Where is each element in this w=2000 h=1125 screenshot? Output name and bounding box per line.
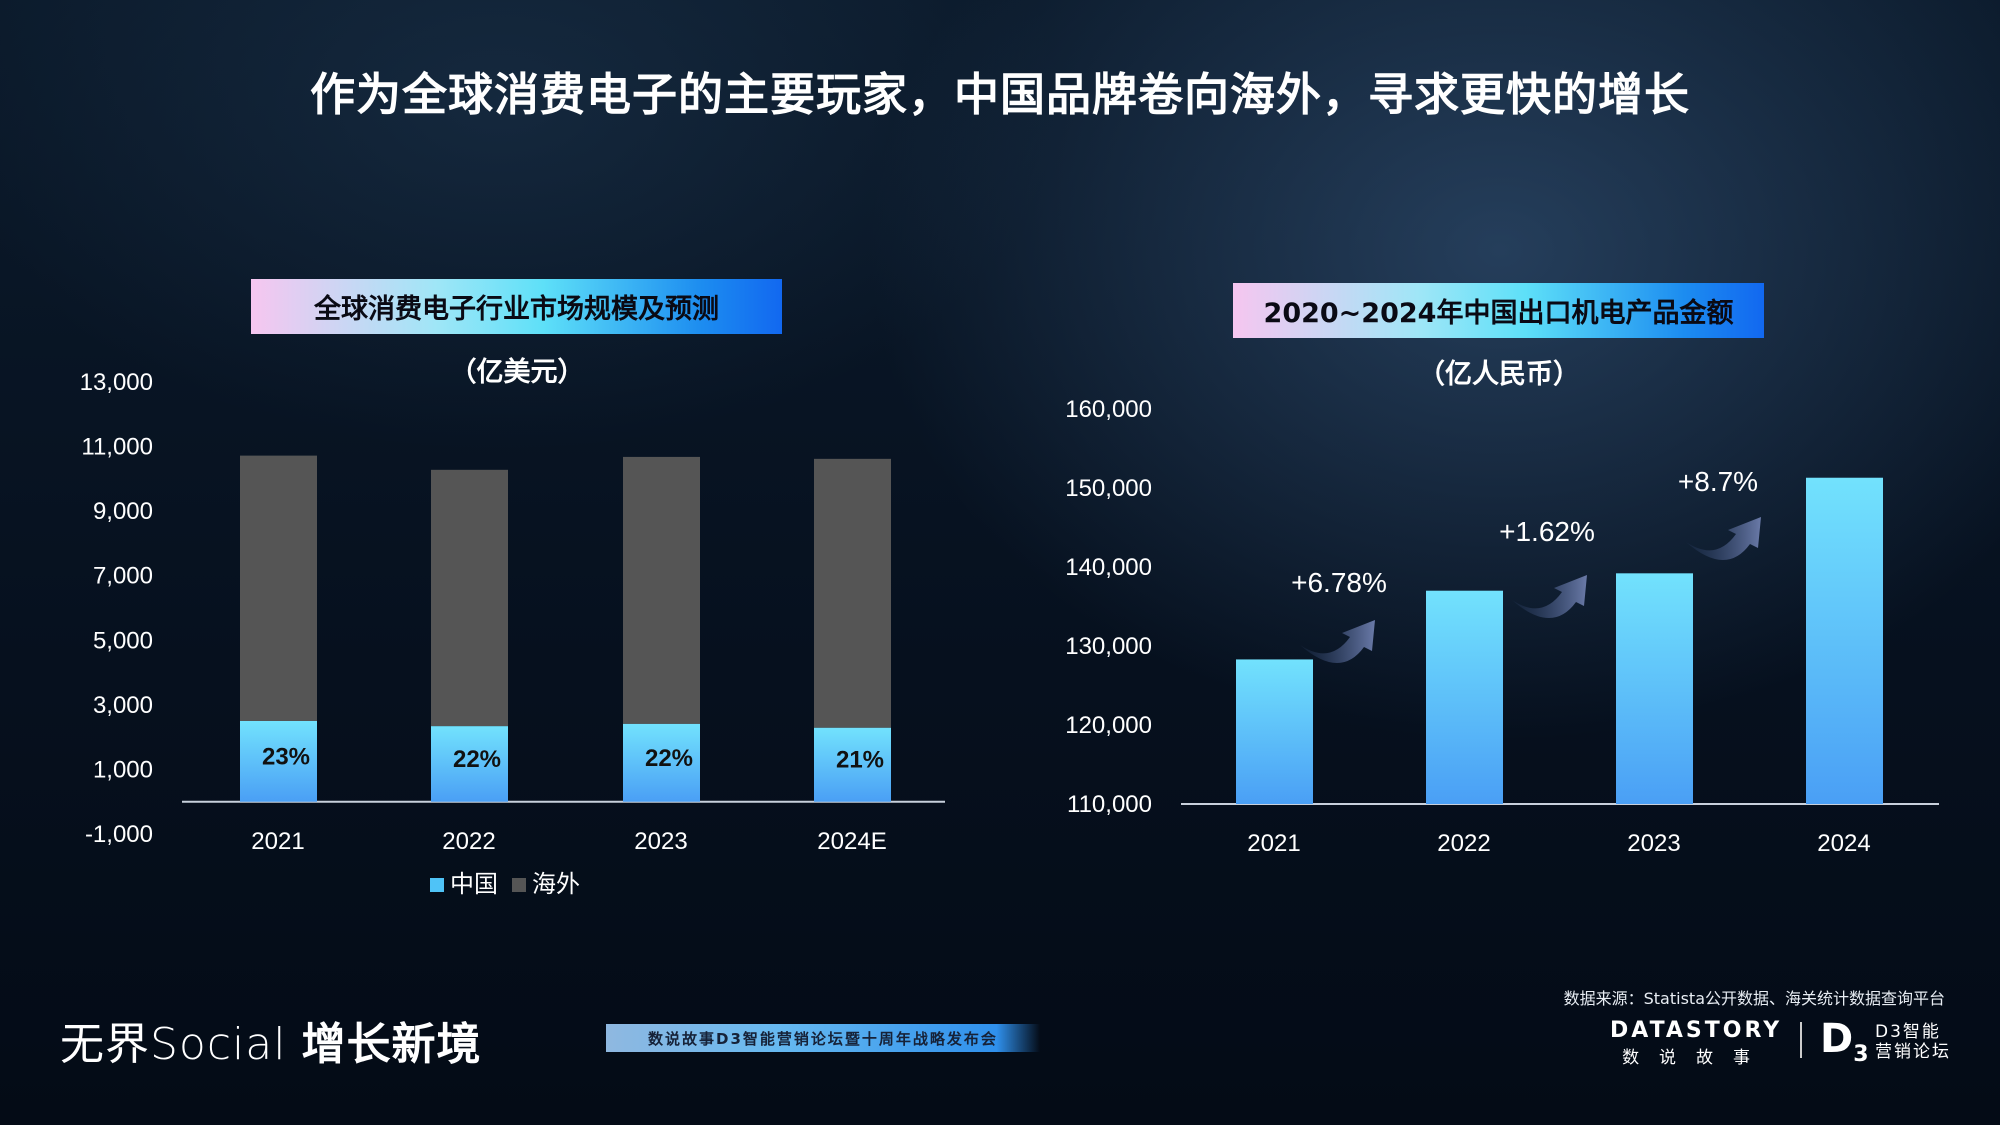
datastory-logo: DATASTORY 数说故事	[1610, 1018, 1782, 1068]
x-tick-label: 2023	[634, 828, 687, 855]
y-tick-label: 120,000	[1065, 712, 1152, 739]
growth-label: +1.62%	[1499, 516, 1595, 547]
bar-china	[240, 721, 317, 802]
legend-label-overseas: 海外	[532, 870, 580, 898]
x-tick-label: 2022	[1437, 830, 1490, 857]
brand-text-b: 增长新境	[301, 1019, 482, 1070]
legend-swatch-china	[430, 878, 444, 892]
x-tick-label: 2021	[1247, 830, 1300, 857]
d3-logo-mark: D3	[1820, 1016, 1869, 1067]
y-tick-label: 11,000	[81, 434, 153, 461]
bar-overseas	[623, 456, 700, 724]
y-tick-label: 3,000	[93, 692, 153, 719]
bar-china	[814, 727, 891, 802]
event-banner: 数说故事D3智能营销论坛暨十周年战略发布会	[606, 1024, 1040, 1052]
y-tick-label: 130,000	[1065, 633, 1152, 660]
left-chart-unit: （亿美元）	[449, 357, 585, 388]
y-tick-label: 150,000	[1065, 475, 1152, 502]
bar-overseas	[431, 469, 508, 727]
left-chart-legend: 中国 海外	[430, 864, 580, 899]
datastory-logo-en: DATASTORY	[1610, 1018, 1783, 1043]
y-tick-label: 13,000	[80, 369, 153, 396]
left-chart-title: 全球消费电子行业市场规模及预测	[251, 279, 782, 334]
legend-label-china: 中国	[450, 870, 498, 898]
d3-logo-text: D3智能 营销论坛	[1875, 1022, 1951, 1062]
data-label-share: 21%	[836, 747, 884, 774]
brand-text-a: 无界Social	[60, 1019, 287, 1070]
bar-china	[623, 723, 700, 802]
y-tick-label: 1,000	[93, 756, 153, 783]
growth-arrow-icon	[1300, 620, 1375, 664]
data-label-share: 22%	[453, 746, 501, 773]
legend-item-overseas: 海外	[512, 864, 580, 899]
growth-label: +8.7%	[1678, 466, 1758, 497]
y-tick-label: 7,000	[93, 563, 153, 590]
growth-arrow-icon	[1686, 517, 1761, 561]
x-tick-label: 2023	[1627, 830, 1680, 857]
right-chart-title: 2020~2024年中国出口机电产品金额	[1233, 283, 1764, 338]
y-tick-label: 9,000	[93, 498, 153, 525]
x-tick-label: 2024	[1817, 830, 1870, 857]
data-label-share: 23%	[262, 743, 310, 770]
x-tick-label: 2021	[251, 828, 304, 855]
page-title: 作为全球消费电子的主要玩家，中国品牌卷向海外，寻求更快的增长	[309, 68, 1690, 121]
x-tick-label: 2024E	[817, 828, 886, 855]
y-tick-label: 110,000	[1067, 791, 1152, 818]
legend-swatch-overseas	[512, 878, 526, 892]
logo-divider	[1800, 1022, 1802, 1058]
bar-overseas	[814, 458, 891, 728]
data-label-share: 22%	[645, 745, 693, 772]
data-source-note: 数据来源：Statista公开数据、海关统计数据查询平台	[1563, 989, 1945, 1008]
d3-logo-line1: D3智能	[1875, 1022, 1941, 1042]
bar-export	[1616, 573, 1693, 804]
y-tick-label: 160,000	[1065, 396, 1152, 423]
bar-overseas	[240, 455, 317, 721]
bar-export	[1806, 477, 1883, 804]
event-brand-logo: 无界Social 增长新境	[60, 1008, 481, 1072]
right-chart-unit: （亿人民币）	[1418, 359, 1580, 390]
x-tick-label: 2022	[442, 828, 495, 855]
growth-arrow-icon	[1512, 575, 1587, 619]
d3-logo-line2: 营销论坛	[1875, 1042, 1951, 1062]
y-tick-label: 5,000	[93, 627, 153, 654]
bar-china	[431, 726, 508, 802]
growth-label: +6.78%	[1291, 567, 1387, 598]
datastory-logo-cn: 数说故事	[1622, 1048, 1771, 1068]
legend-item-china: 中国	[430, 864, 498, 899]
bar-export	[1236, 659, 1313, 804]
y-tick-label: -1,000	[85, 821, 153, 848]
bar-export	[1426, 590, 1503, 804]
y-tick-label: 140,000	[1065, 554, 1152, 581]
